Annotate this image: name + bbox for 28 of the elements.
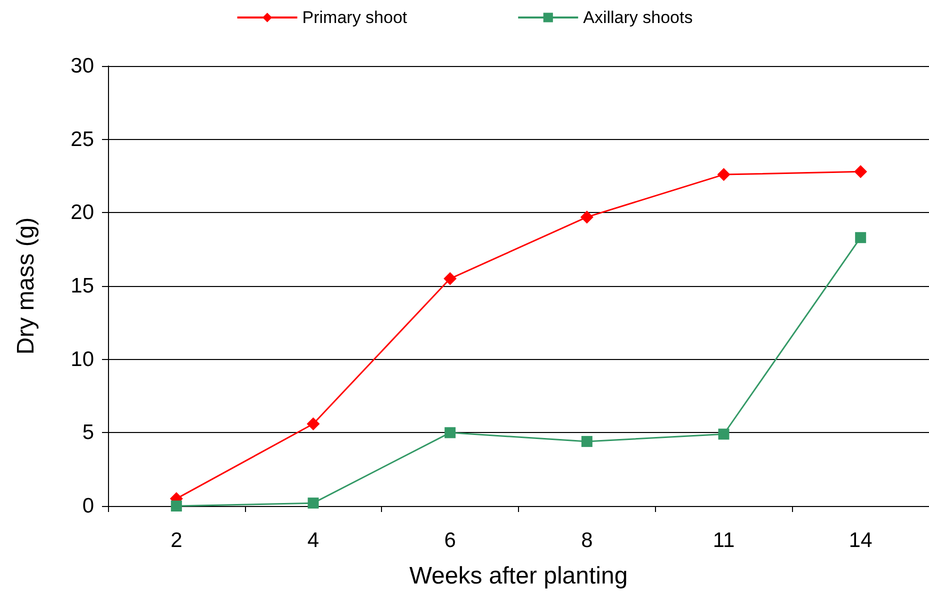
x-tick-label: 8 [581,529,593,552]
x-axis-title: Weeks after planting [409,562,628,590]
x-tick-label: 14 [848,529,873,552]
x-tick-label: 2 [170,529,182,552]
point [444,272,457,286]
y-tick-label: 20 [70,201,94,224]
point [717,168,730,182]
y-tick-label: 30 [70,54,94,78]
x-tick-label: 4 [307,529,320,552]
point [718,428,730,440]
point [308,498,319,509]
point [170,500,182,512]
x-tick-label: 6 [444,529,456,552]
point [855,232,866,244]
point [854,165,868,178]
y-tick-label: 5 [82,421,94,444]
point [580,210,594,224]
point [444,427,456,438]
legend-label: Primary shoot [302,8,408,27]
point [306,417,320,430]
y-tick-label: 25 [70,128,94,151]
point [581,436,592,447]
y-axis-title: Dry mass (g) [12,217,40,355]
y-tick-label: 10 [70,348,94,371]
y-tick-label: 0 [82,494,94,518]
legend-label: Axillary shoots [583,8,693,27]
x-tick-label: 11 [712,529,735,552]
y-tick-label: 15 [70,274,94,298]
